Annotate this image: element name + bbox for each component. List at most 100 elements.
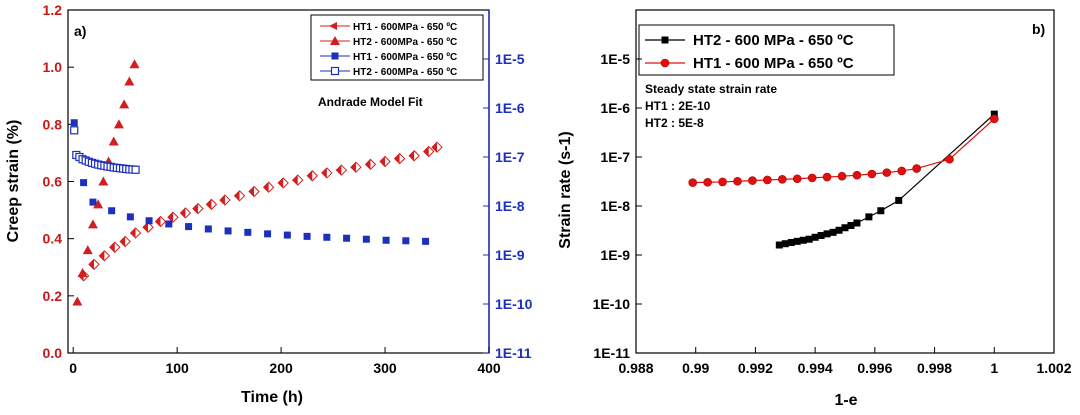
- data-point-a-s3: [204, 225, 212, 233]
- data-point-a-s1-fill: [292, 175, 298, 186]
- data-point-a-s1-fill: [88, 259, 94, 270]
- data-point-b-s1: [895, 196, 903, 204]
- data-point-b-s2: [688, 178, 698, 187]
- y2-tick-label-a: 1E-7: [495, 149, 525, 165]
- data-point-b-s2: [763, 175, 772, 185]
- x-tick-label-b: 1.002: [1036, 360, 1071, 376]
- y2-tick-label-a: 1E-11: [495, 345, 532, 361]
- data-point-a-s2: [119, 99, 130, 109]
- data-point-a-s2: [72, 296, 83, 306]
- data-point-b-s1: [847, 221, 855, 229]
- data-point-b-s1: [793, 237, 801, 245]
- data-point-b-s2: [867, 169, 877, 179]
- y-tick-label-a: 0.2: [43, 288, 63, 304]
- data-point-a-s3: [224, 227, 232, 235]
- y-tick-label-b: 1E-5: [600, 51, 630, 67]
- y2-tick-label-a: 1E-5: [495, 51, 525, 67]
- data-point-b-s2: [837, 171, 847, 181]
- data-point-b-s2: [733, 176, 742, 186]
- data-point-a-s1-fill: [321, 167, 327, 178]
- y-tick-label-b: 1E-7: [600, 149, 630, 165]
- data-point-a-s3: [264, 230, 272, 238]
- data-point-a-s1-fill: [336, 165, 342, 176]
- data-point-a-s2: [82, 245, 93, 255]
- legend-b-marker-1: [661, 36, 669, 44]
- y2-tick-label-a: 1E-10: [495, 296, 533, 312]
- data-point-a-s1-fill: [219, 195, 225, 206]
- y-tick-label-a: 1.0: [43, 59, 63, 75]
- data-point-b-s1: [805, 235, 813, 243]
- y-tick-label-a: 0.8: [43, 116, 63, 132]
- data-point-b-s1: [835, 226, 843, 234]
- data-point-a-s3: [80, 179, 88, 187]
- legend-a-item-4: HT2 - 600MPa - 650 ºC: [353, 67, 457, 78]
- data-point-b-s2: [777, 175, 787, 184]
- data-point-b-s2: [748, 176, 757, 185]
- data-point-a-s3: [185, 223, 193, 231]
- x-tick-label-b: 0.992: [738, 360, 773, 376]
- data-point-a-s1-fill: [180, 207, 186, 218]
- data-point-a-s1-fill: [99, 250, 105, 261]
- x-tick-label-b: 0.994: [798, 360, 833, 376]
- data-point-a-s1-fill: [249, 186, 255, 197]
- data-point-b-s1: [829, 228, 837, 236]
- data-point-a-s3: [343, 234, 351, 242]
- legend-a-marker-2: [330, 36, 340, 45]
- data-point-a-s1-fill: [278, 177, 284, 188]
- data-point-a-s3: [323, 233, 331, 241]
- legend-a-item-1: HT1 - 600MPa - 650 ºC: [353, 22, 457, 33]
- data-point-a-s2: [77, 267, 88, 277]
- x-tick-label-a: 100: [165, 360, 189, 376]
- panel-b-annotation-line-2: HT1 : 2E-10: [645, 99, 711, 113]
- data-point-a-s2: [108, 136, 119, 146]
- panel-b-annotation-line-3: HT2 : 5E-8: [645, 116, 704, 130]
- data-point-a-s2: [98, 176, 109, 186]
- legend-b-item-1: HT2 - 600 MPa - 650 ºC: [693, 32, 854, 49]
- data-point-a-s3: [402, 237, 410, 245]
- y-tick-label-a: 0.6: [43, 174, 63, 190]
- data-point-b-s2: [897, 166, 907, 176]
- data-point-a-s1-fill: [143, 222, 149, 233]
- data-point-a-s2: [87, 219, 98, 229]
- x-tick-label-b: 0.988: [618, 360, 653, 376]
- panel-a-label: a): [74, 23, 86, 39]
- data-point-b-s1: [817, 232, 825, 240]
- y2-tick-label-a: 1E-6: [495, 100, 525, 116]
- data-point-a-s1-fill: [394, 153, 400, 164]
- data-point-b-s1: [990, 110, 998, 118]
- y-tick-label-b: 1E-9: [600, 247, 630, 263]
- data-point-a-s1-fill: [307, 170, 313, 181]
- y-tick-label-a: 1.2: [43, 2, 63, 18]
- data-point-a-s3: [382, 236, 390, 244]
- data-point-a-s1-fill: [380, 156, 386, 167]
- x-tick-label-a: 400: [477, 360, 501, 376]
- data-point-a-s3: [89, 198, 97, 206]
- legend-a-item-3: HT1 - 600MPa - 650 ºC: [353, 52, 457, 63]
- data-point-a-s4: [70, 126, 79, 135]
- data-point-b-s1: [787, 238, 795, 246]
- y-tick-label-b: 1E-11: [593, 345, 630, 361]
- data-point-a-s2: [93, 199, 104, 209]
- legend-b-marker-2: [660, 58, 670, 68]
- y-tick-label-b: 1E-8: [600, 198, 630, 214]
- x-tick-label-a: 300: [373, 360, 397, 376]
- chart-marks: 0 100 200 300 400 0.0 0.2 0.4 0.6 0.8 1.0 1.2 1E-11 1…: [43, 2, 1072, 376]
- data-point-a-s3: [244, 228, 252, 236]
- legend-a-marker-4: [330, 66, 340, 76]
- panel-b-xlabel: 1-e: [834, 392, 857, 409]
- y-tick-label-a: 0.4: [43, 231, 63, 247]
- panel-a-xlabel: Time (h): [241, 389, 303, 406]
- data-point-a-s3: [145, 217, 153, 225]
- y-tick-label-a: 0.0: [43, 345, 63, 361]
- data-point-a-s1-fill: [350, 162, 356, 173]
- data-point-a-s2: [113, 119, 124, 129]
- panel-b-ylabel: Strain rate (s-1): [557, 131, 574, 248]
- data-point-a-s1-fill: [263, 182, 269, 193]
- x-tick-label-b: 0.99: [682, 360, 709, 376]
- data-point-a-s4: [131, 165, 140, 174]
- panel-a-annotation: Andrade Model Fit: [318, 95, 423, 109]
- data-point-b-s1: [853, 219, 861, 227]
- data-point-b-s2: [989, 114, 999, 124]
- data-point-a-s1-fill: [234, 190, 240, 201]
